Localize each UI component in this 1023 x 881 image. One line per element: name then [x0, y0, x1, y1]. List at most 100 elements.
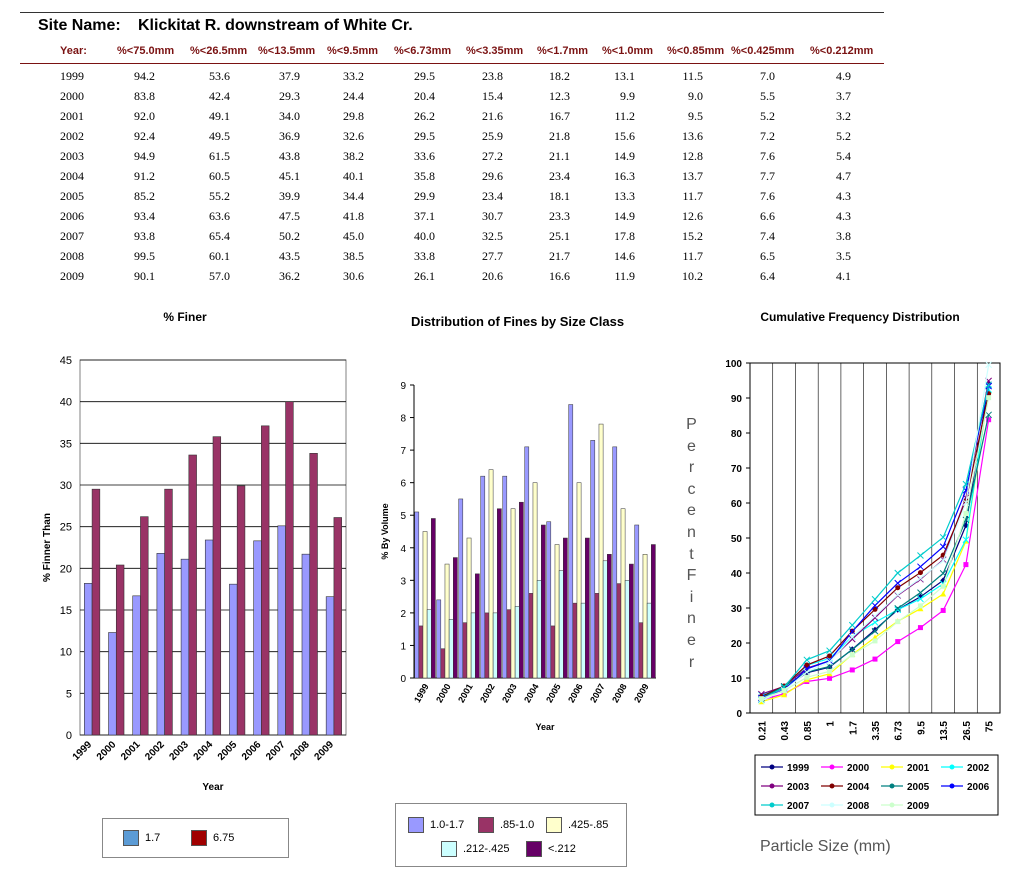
data-point — [827, 653, 833, 659]
table-cell: 18.2 — [549, 69, 570, 83]
y-tick-label: 6 — [400, 479, 406, 490]
legend-label: 1.7 — [145, 831, 161, 844]
x-tick-label: 0.43 — [780, 721, 791, 741]
column-header: %<9.5mm — [327, 45, 379, 57]
y-tick-label: 30 — [60, 480, 72, 492]
bar — [458, 498, 464, 679]
chart3-x-label: Particle Size (mm) — [760, 838, 891, 855]
data-point — [986, 395, 992, 401]
data-point — [917, 595, 924, 603]
data-point — [827, 675, 833, 681]
bar — [164, 488, 173, 736]
data-point — [758, 696, 764, 702]
table-cell: 11.2 — [614, 109, 635, 123]
bar — [642, 554, 648, 679]
table-year-cell: 2004 — [60, 169, 84, 183]
column-header: %<0.85mm — [667, 45, 725, 57]
legend-marker — [769, 802, 775, 808]
bar — [418, 625, 424, 679]
data-point — [849, 652, 855, 658]
bar — [180, 558, 190, 736]
bar — [440, 648, 446, 679]
column-header: %<6.73mm — [394, 45, 452, 57]
bar — [563, 537, 568, 679]
table-cell: 13.3 — [614, 189, 635, 203]
y-tick-label: 10 — [731, 674, 743, 685]
bar — [546, 521, 552, 679]
data-point — [827, 668, 833, 674]
table-cell: 20.4 — [414, 89, 435, 103]
table-cell: 13.7 — [682, 169, 703, 183]
data-point — [985, 381, 992, 389]
bar — [108, 632, 117, 736]
data-point — [871, 612, 879, 620]
bar — [204, 539, 214, 736]
data-point — [848, 621, 856, 629]
table-cell: 4.9 — [836, 69, 851, 83]
table-cell: 50.2 — [279, 229, 300, 243]
bar — [594, 593, 600, 679]
table-cell: 24.4 — [343, 89, 364, 103]
data-point — [872, 626, 878, 633]
bar — [576, 482, 582, 679]
table-cell: 43.8 — [279, 149, 300, 163]
data-point — [917, 552, 924, 559]
legend-marker — [829, 802, 835, 808]
bar — [612, 446, 618, 679]
x-tick-label: 2009 — [632, 682, 651, 704]
table-cell: 7.7 — [760, 169, 775, 183]
table-cell: 93.8 — [134, 229, 155, 243]
table-cell: 99.5 — [134, 249, 155, 263]
x-tick-label: 2003 — [167, 739, 191, 763]
x-tick-label: 26.5 — [962, 721, 973, 741]
data-point — [848, 628, 856, 635]
data-point — [894, 591, 902, 599]
table-cell: 14.9 — [614, 149, 635, 163]
data-point — [940, 583, 946, 589]
legend-label: 2006 — [967, 782, 990, 793]
data-point — [872, 638, 878, 644]
bar — [580, 602, 586, 679]
x-tick-label: 0.85 — [803, 721, 814, 741]
bar — [285, 401, 294, 736]
table-cell: 33.8 — [414, 249, 435, 263]
x-tick-label: 0.21 — [757, 721, 768, 741]
chart1-legend: 1.7 6.75 — [102, 818, 289, 858]
cumulative-frequency-chart: 0 10 20 30 40 50 60 70 80 90 100 0.21 0.43 0.85 1 1.7 3.… — [725, 359, 1001, 816]
table-cell: 4.1 — [836, 269, 851, 283]
data-point — [871, 602, 879, 609]
table-cell: 37.9 — [279, 69, 300, 83]
y-tick-label: 100 — [725, 359, 742, 370]
bar — [301, 553, 311, 736]
data-point — [985, 411, 992, 419]
y-tick-label: 2 — [400, 609, 406, 620]
y-tick-label: 40 — [60, 397, 72, 409]
bar — [277, 525, 286, 736]
y-axis-label-letter: r — [688, 459, 696, 477]
table-cell: 20.6 — [482, 269, 503, 283]
table-cell: 43.5 — [279, 249, 300, 263]
bar — [558, 570, 564, 679]
legend-swatch — [408, 817, 424, 833]
y-tick-label: 0 — [736, 709, 742, 720]
data-point — [917, 605, 924, 612]
x-tick-label: 2002 — [143, 739, 167, 763]
bar — [484, 612, 490, 679]
x-tick-label: 2009 — [313, 739, 337, 763]
data-point — [895, 619, 901, 625]
table-cell: 42.4 — [209, 89, 230, 103]
table-cell: 29.6 — [482, 169, 503, 183]
bar — [422, 531, 428, 679]
column-header: %<75.0mm — [117, 45, 175, 57]
legend-marker — [949, 783, 955, 789]
x-tick-label: 2005 — [544, 682, 563, 704]
table-cell: 7.6 — [760, 149, 775, 163]
bar — [115, 564, 125, 736]
bar — [634, 524, 640, 679]
table-cell: 10.2 — [682, 269, 703, 283]
y-tick-label: 50 — [731, 534, 743, 545]
bar — [229, 583, 238, 736]
bar — [480, 475, 486, 679]
table-cell: 92.0 — [134, 109, 155, 123]
table-cell: 23.3 — [549, 209, 570, 223]
